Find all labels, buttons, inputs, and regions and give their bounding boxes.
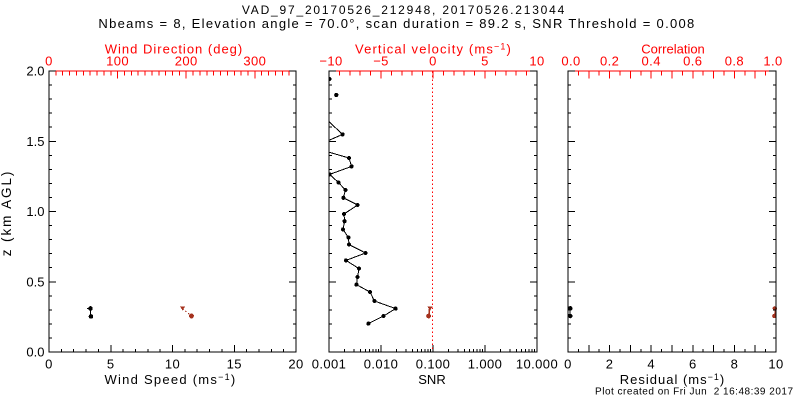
svg-text:4: 4 [647,356,655,371]
svg-text:0.4: 0.4 [642,54,661,69]
svg-text:0.6: 0.6 [683,54,702,69]
svg-text:10: 10 [165,356,180,371]
svg-text:−10: −10 [319,54,342,69]
svg-text:Wind Speed (ms−1): Wind Speed (ms−1) [105,372,237,387]
svg-text:5: 5 [481,54,489,69]
svg-text:Nbeams = 8, Elevation angle =: Nbeams = 8, Elevation angle = 70.0°, sca… [98,16,695,31]
svg-text:0.001: 0.001 [312,356,347,371]
svg-text:8: 8 [731,356,739,371]
svg-text:Residual (ms−1): Residual (ms−1) [620,372,725,387]
svg-text:10: 10 [529,54,544,69]
svg-text:0: 0 [564,356,572,371]
svg-text:SNR: SNR [418,372,445,387]
svg-text:1.000: 1.000 [468,356,503,371]
svg-text:100: 100 [106,54,129,69]
svg-text:z (km AGL): z (km AGL) [0,170,14,257]
svg-text:0.100: 0.100 [416,356,451,371]
svg-text:−5: −5 [373,54,389,69]
svg-text:0.0: 0.0 [26,345,44,360]
svg-text:0.5: 0.5 [26,274,44,289]
svg-text:10.000: 10.000 [516,356,558,371]
svg-text:VAD_97_20170526_212948, 201705: VAD_97_20170526_212948, 20170526.213044 [242,3,566,17]
svg-text:2.0: 2.0 [26,64,44,79]
svg-text:200: 200 [175,54,198,69]
svg-text:Correlation: Correlation [641,42,705,57]
svg-text:0.8: 0.8 [725,54,744,69]
svg-text:Plot created on Fri Jun 2 16:: Plot created on Fri Jun 2 16:48:39 2017 [595,387,793,398]
svg-text:6: 6 [689,356,697,371]
svg-text:0: 0 [429,54,437,69]
svg-text:1.0: 1.0 [26,204,44,219]
svg-text:0.0: 0.0 [561,54,580,69]
svg-text:15: 15 [227,356,242,371]
svg-text:300: 300 [243,54,266,69]
svg-text:0: 0 [45,54,53,69]
svg-text:Wind Direction (deg): Wind Direction (deg) [105,42,244,57]
svg-text:2: 2 [606,356,614,371]
svg-text:0.2: 0.2 [600,54,619,69]
svg-text:0.010: 0.010 [364,356,399,371]
svg-text:5: 5 [107,356,115,371]
svg-text:Vertical velocity (ms−1): Vertical velocity (ms−1) [355,42,512,57]
svg-text:10: 10 [768,356,783,371]
svg-text:20: 20 [288,356,303,371]
svg-text:0: 0 [45,356,53,371]
svg-text:1.0: 1.0 [763,54,782,69]
svg-text:1.5: 1.5 [26,134,44,149]
